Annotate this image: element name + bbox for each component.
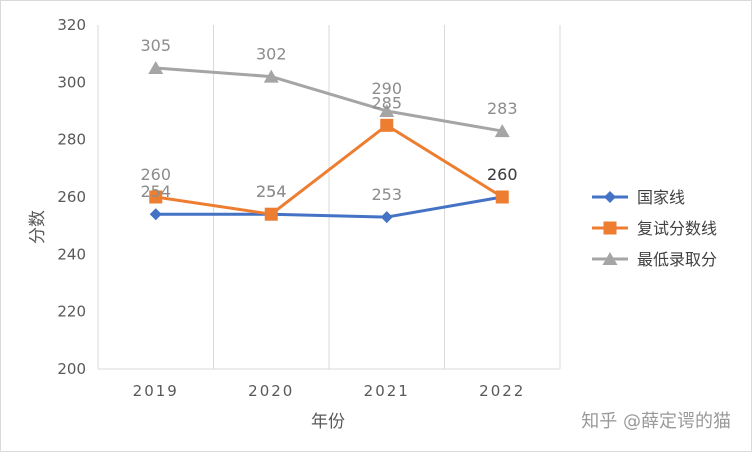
data-point-marker <box>380 211 393 224</box>
data-label: 260 <box>140 165 171 184</box>
y-tick-label: 220 <box>57 303 86 321</box>
grid-lines <box>97 25 561 370</box>
legend-label: 国家线 <box>637 188 685 207</box>
data-label: 260 <box>487 165 518 184</box>
data-point-marker <box>263 69 279 83</box>
data-label: 305 <box>140 36 171 55</box>
watermark: 知乎 @薛定谔的猫 <box>581 411 731 432</box>
legend-label: 最低录取分 <box>637 250 717 269</box>
data-label: 283 <box>487 99 518 118</box>
series-markers <box>148 61 510 224</box>
data-point-marker <box>149 190 163 204</box>
series-line-1 <box>155 195 503 219</box>
legend-item: 国家线 <box>592 188 685 207</box>
y-tick-label: 320 <box>57 16 86 34</box>
y-tick-label: 300 <box>57 73 86 91</box>
data-point-marker <box>264 207 278 221</box>
legend-marker <box>602 252 618 265</box>
legend-marker <box>604 191 616 203</box>
legend-item: 复试分数线 <box>592 219 717 238</box>
data-label: 254 <box>256 182 287 201</box>
x-axis-title: 年份 <box>311 412 345 432</box>
x-tick-label: 2019 <box>133 382 179 400</box>
data-label: 290 <box>371 79 402 98</box>
y-tick-labels: 200 220 240 260 280 300 320 <box>57 16 86 378</box>
x-tick-label: 2022 <box>479 382 525 400</box>
x-tick-labels: 2019 2020 2021 2022 <box>133 382 525 400</box>
data-label: 285 <box>371 93 402 112</box>
data-point-marker <box>495 190 509 204</box>
data-label: 254 <box>140 182 171 201</box>
x-tick-label: 2020 <box>248 382 294 400</box>
data-point-marker <box>494 124 510 138</box>
legend-label: 复试分数线 <box>637 219 717 238</box>
data-label: 253 <box>371 185 402 204</box>
y-axis-title: 分数 <box>28 210 48 244</box>
data-label: 260 <box>487 165 518 184</box>
data-label: 302 <box>256 45 287 64</box>
legend-item: 最低录取分 <box>592 250 717 269</box>
legend-marker <box>603 221 617 235</box>
data-label: 254 <box>256 182 287 201</box>
y-tick-label: 280 <box>57 131 86 149</box>
series-lines <box>155 66 504 219</box>
series-line-3 <box>155 66 503 133</box>
series-line-2 <box>155 123 504 216</box>
y-tick-label: 260 <box>57 188 86 206</box>
y-tick-label: 240 <box>57 245 86 263</box>
x-tick-label: 2021 <box>364 382 410 400</box>
data-point-marker <box>379 104 395 117</box>
data-point-marker <box>149 208 162 221</box>
data-point-marker <box>148 61 164 74</box>
y-tick-label: 200 <box>57 360 86 378</box>
data-point-marker <box>380 118 394 132</box>
